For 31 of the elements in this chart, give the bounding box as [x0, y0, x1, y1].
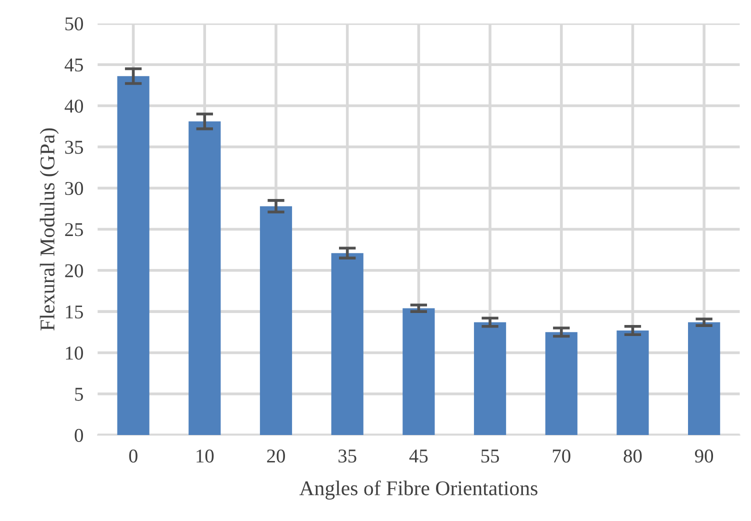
x-tick-label: 90	[694, 449, 714, 463]
x-tick-label: 10	[196, 449, 214, 463]
bar	[188, 121, 221, 436]
x-tick-label: 0	[129, 449, 138, 463]
y-tick-label: 5	[75, 388, 83, 401]
bar	[260, 206, 292, 436]
bar	[402, 308, 435, 436]
bar	[117, 76, 150, 436]
bar	[331, 253, 364, 436]
y-tick-label: 40	[64, 100, 83, 113]
y-tick-label: 0	[74, 428, 83, 442]
x-tick-label: 20	[267, 449, 285, 463]
bar	[688, 322, 720, 436]
y-tick-label: 25	[65, 223, 83, 236]
y-tick-label: 50	[65, 17, 83, 30]
y-tick-label: 30	[65, 182, 83, 196]
y-axis-title: Flexural Modulus (GPa)	[40, 128, 59, 330]
y-tick-label: 45	[64, 58, 83, 72]
x-tick-label: 80	[624, 449, 642, 463]
x-tick-label: 55	[481, 450, 499, 463]
bar	[474, 322, 506, 436]
x-axis-title: Angles of Fibre Orientations	[299, 480, 538, 500]
x-tick-label: 35	[338, 450, 356, 463]
x-tick-label: 45	[409, 450, 428, 463]
y-tick-label: 20	[65, 264, 83, 278]
y-tick-label: 10	[66, 346, 83, 360]
x-tick-label: 70	[552, 449, 570, 463]
y-tick-label: 15	[66, 305, 83, 318]
bar	[545, 332, 578, 436]
bar	[616, 330, 649, 436]
y-tick-label: 35	[65, 140, 83, 154]
